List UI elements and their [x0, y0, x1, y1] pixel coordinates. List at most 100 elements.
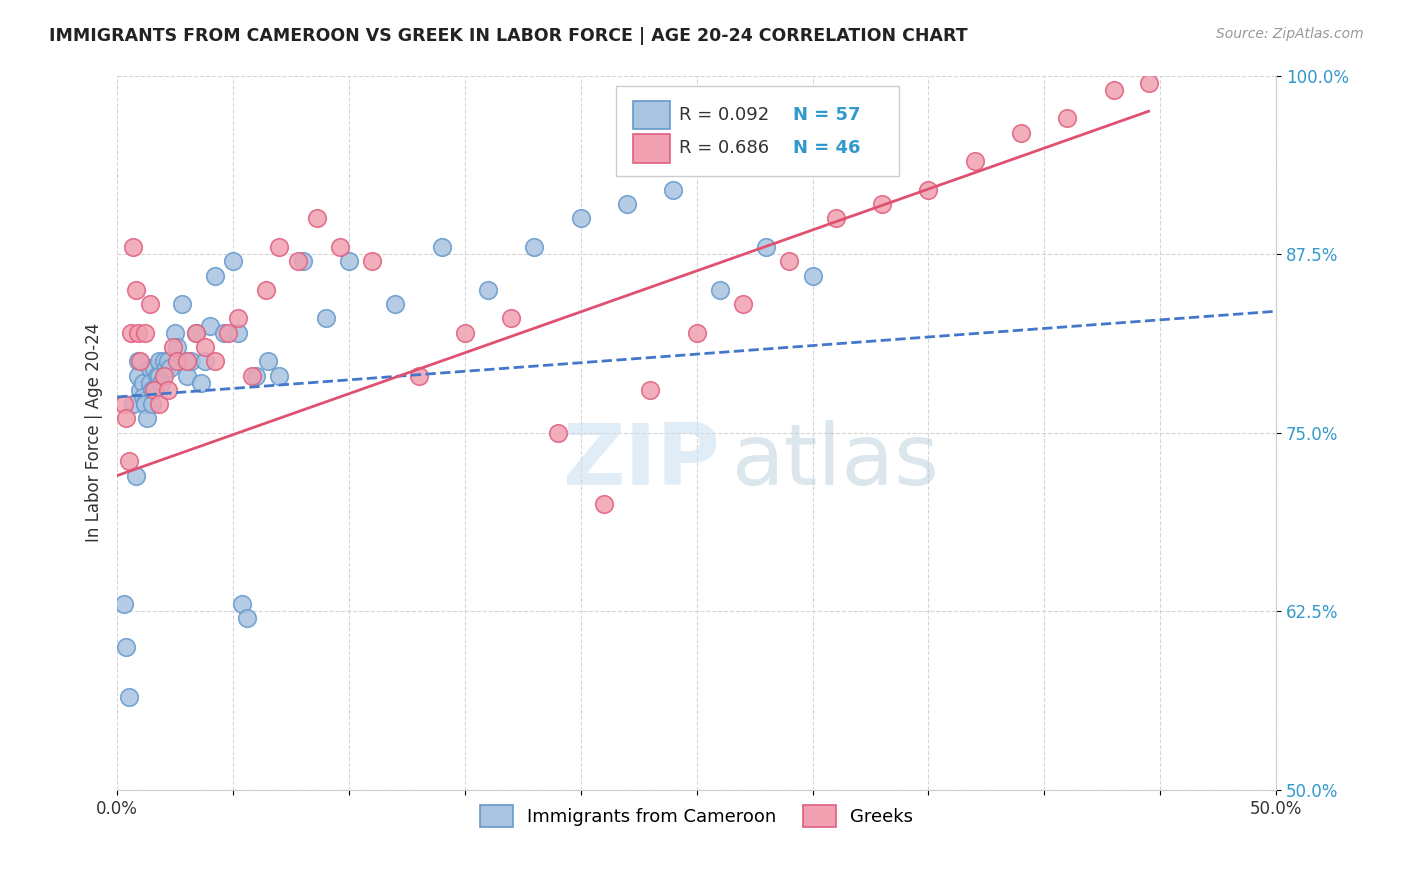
Text: Source: ZipAtlas.com: Source: ZipAtlas.com [1216, 27, 1364, 41]
Point [131, 390, 153, 404]
Point [125, 468, 148, 483]
Point [1010, 126, 1032, 140]
Text: ZIP: ZIP [562, 420, 720, 503]
Point [204, 354, 226, 368]
Point [291, 254, 314, 268]
Point [236, 611, 259, 625]
Point [141, 383, 163, 397]
Point [129, 383, 152, 397]
Point [616, 197, 638, 211]
Point [212, 326, 235, 340]
Point [166, 340, 188, 354]
Text: R = 0.686: R = 0.686 [679, 139, 769, 157]
Point [801, 268, 824, 283]
Point [245, 368, 267, 383]
Point [150, 376, 173, 390]
Point [131, 376, 153, 390]
Point [112, 397, 135, 411]
Point [172, 297, 194, 311]
Point [685, 326, 707, 340]
Point [226, 326, 249, 340]
Point [162, 340, 184, 354]
Point [204, 268, 226, 283]
Point [134, 397, 156, 411]
Point [127, 354, 149, 368]
Text: IMMIGRANTS FROM CAMEROON VS GREEK IN LABOR FORCE | AGE 20-24 CORRELATION CHART: IMMIGRANTS FROM CAMEROON VS GREEK IN LAB… [49, 27, 967, 45]
Point [115, 640, 138, 654]
Point [315, 311, 337, 326]
Point [194, 354, 217, 368]
Point [138, 361, 160, 376]
Point [287, 254, 309, 268]
Text: atlas: atlas [731, 420, 939, 503]
Point [778, 254, 800, 268]
Point [222, 254, 245, 268]
Point [190, 376, 212, 390]
Point [120, 326, 142, 340]
FancyBboxPatch shape [633, 134, 671, 162]
Point [129, 354, 152, 368]
Point [152, 354, 174, 368]
Point [569, 211, 592, 226]
Point [155, 361, 177, 376]
Point [640, 383, 662, 397]
Point [870, 197, 893, 211]
Point [523, 240, 546, 254]
Point [917, 183, 939, 197]
Point [176, 354, 198, 368]
Point [257, 354, 280, 368]
Point [157, 354, 180, 368]
Point [176, 368, 198, 383]
Point [184, 326, 207, 340]
Point [824, 211, 846, 226]
Point [145, 368, 167, 383]
Point [269, 368, 291, 383]
Point [305, 211, 328, 226]
Point [115, 411, 138, 425]
Point [217, 326, 239, 340]
Point [662, 183, 685, 197]
Point [337, 254, 360, 268]
Point [477, 283, 499, 297]
Point [231, 597, 253, 611]
Point [143, 383, 166, 397]
FancyBboxPatch shape [633, 101, 671, 129]
Point [384, 297, 406, 311]
Point [454, 326, 477, 340]
Point [122, 397, 145, 411]
FancyBboxPatch shape [616, 87, 900, 176]
Point [269, 240, 291, 254]
Y-axis label: In Labor Force | Age 20-24: In Labor Force | Age 20-24 [86, 323, 103, 542]
Point [1137, 76, 1160, 90]
Point [709, 283, 731, 297]
Point [136, 411, 159, 425]
Point [408, 368, 430, 383]
Point [118, 690, 141, 704]
Point [184, 326, 207, 340]
Point [329, 240, 352, 254]
Text: N = 46: N = 46 [793, 139, 860, 157]
Point [127, 326, 149, 340]
Point [138, 297, 160, 311]
Point [240, 368, 263, 383]
Text: N = 57: N = 57 [793, 106, 860, 124]
Point [194, 340, 217, 354]
Point [134, 397, 156, 411]
Point [501, 311, 523, 326]
Point [159, 361, 181, 376]
Text: R = 0.092: R = 0.092 [679, 106, 769, 124]
Point [180, 354, 202, 368]
Point [731, 297, 754, 311]
Point [1056, 112, 1078, 126]
Point [226, 311, 249, 326]
Point [963, 154, 986, 169]
Point [198, 318, 221, 333]
Point [148, 397, 170, 411]
Point [166, 354, 188, 368]
Point [593, 497, 616, 511]
Point [141, 397, 163, 411]
Point [361, 254, 384, 268]
Point [148, 354, 170, 368]
Point [1102, 83, 1125, 97]
Point [430, 240, 453, 254]
